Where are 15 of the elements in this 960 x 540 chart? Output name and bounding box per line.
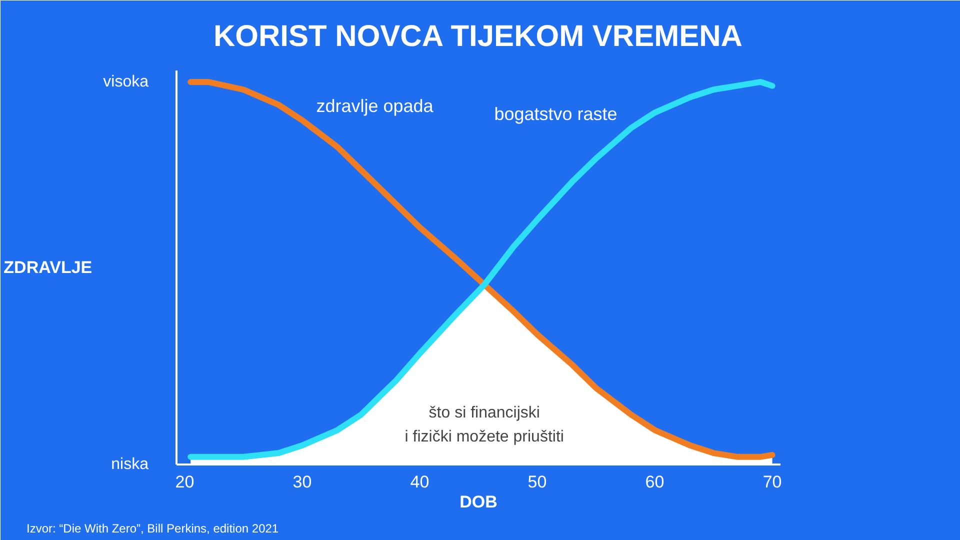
x-axis-title: DOB <box>460 492 498 512</box>
text: Izvor: “Die With Zero”, Bill Perkins, edition 2021 <box>26 522 279 536</box>
x-tick-label: 70 <box>762 472 782 492</box>
series-label: bogatstvo raste <box>494 104 618 124</box>
annotation: što si financijski i fizički možete priuštiti <box>404 404 564 446</box>
text: visoka <box>103 73 149 90</box>
chart-title: KORIST NOVCA TIJEKOM VREMENA <box>213 20 742 53</box>
text: niska <box>111 456 149 473</box>
x-tick-label: 40 <box>410 472 430 492</box>
series-label: zdravlje opada <box>316 96 434 116</box>
y-axis-title: ZDRAVLJE <box>4 258 92 277</box>
x-tick-label: 30 <box>292 472 312 492</box>
x-tick-label: 20 <box>175 472 194 492</box>
x-tick-label: 60 <box>645 472 664 492</box>
x-tick-label: 50 <box>528 472 547 492</box>
